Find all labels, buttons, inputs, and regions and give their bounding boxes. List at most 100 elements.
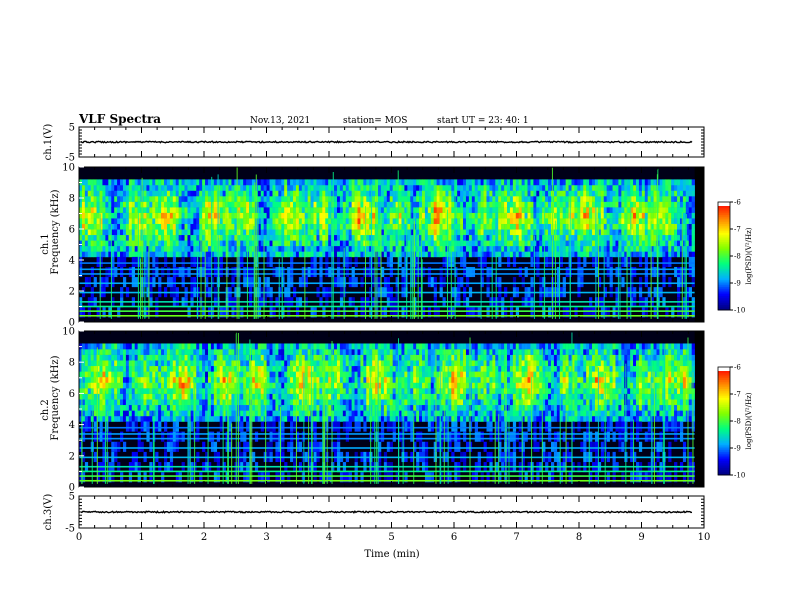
ch1-spectrogram-cell: [122, 218, 127, 224]
ch1-spectrogram-cell: [536, 179, 540, 186]
ch1-spectrogram-cell: [336, 190, 341, 197]
ch1-spectrogram-cell: [275, 190, 279, 197]
ch1-spectrogram-cell: [196, 218, 200, 224]
ch1-spectrogram-cell: [380, 190, 385, 197]
ch1-spectrogram-cell: [615, 245, 619, 252]
ch1-spectrogram-cell: [463, 184, 467, 191]
ch1-spectrogram-cell: [111, 245, 115, 252]
ch1-spectrogram-cell: [638, 256, 643, 267]
ch1-spectrogram-cell: [483, 256, 487, 267]
ch1-spectrogram-cell: [287, 307, 291, 318]
ch1-spectrogram-cell: [565, 207, 569, 213]
ch1-spectrogram-cell: [465, 240, 470, 247]
ch2-spectrogram-cell: [254, 388, 259, 394]
ch1-spectrogram-cell: [295, 234, 300, 241]
ch1-spectrogram-cell: [477, 307, 481, 318]
ch1-spectrogram-cell: [152, 229, 156, 236]
ch2-spectrogram-cell: [131, 354, 135, 361]
ch1-spectrogram-cell: [213, 256, 218, 267]
ch1-spectrogram-cell: [240, 256, 244, 267]
ch1-spectrogram-cell: [650, 218, 654, 224]
ch1-spectrogram-cell: [295, 212, 300, 219]
ch1-spectrogram-cell: [231, 184, 235, 191]
ch1-spectrogram-cell: [679, 218, 684, 224]
ch1-spectrogram-cell: [618, 212, 622, 219]
ch1-spectrogram-cell: [345, 207, 349, 213]
ch1-spectrogram-cell: [647, 184, 651, 191]
ch1-spectrogram-cell: [515, 240, 520, 247]
ch1-spectrogram-cell: [539, 234, 543, 241]
ch2-spectrogram-cell: [213, 404, 218, 411]
ch1-spectrogram-cell: [635, 245, 640, 252]
ch1-spectrogram-cell: [166, 218, 171, 224]
ch1-spectrogram-cell: [463, 234, 467, 241]
ch1-spectrogram-cell: [117, 307, 121, 318]
ch1-spectrogram-cell: [580, 251, 584, 258]
ch1-spectrogram-cell: [392, 212, 396, 219]
ch1-spectrogram-cell: [366, 207, 370, 213]
ch1-spectrogram-cell: [530, 307, 534, 318]
ch1-spectrogram-cell: [383, 207, 388, 213]
ch1-spectrogram-cell: [389, 190, 393, 197]
ch1-spectrogram-cell: [249, 234, 253, 241]
ch2-spectrogram-cell: [219, 349, 223, 355]
ch1-spectrogram-cell: [90, 251, 94, 258]
ch2-spectrogram-cell: [257, 415, 262, 422]
ch2-spectrogram-cell: [205, 343, 209, 350]
ch1-spectrogram-cell: [272, 245, 276, 252]
ch1-spectrogram-cell: [530, 196, 534, 202]
ch1-spectrogram-cell: [445, 184, 449, 191]
ch1-spectrogram-cell: [304, 223, 308, 230]
ch2-spectrogram-cell: [266, 415, 270, 422]
ch1-spectrogram-cell: [169, 245, 174, 252]
ch2-spectrogram-cell: [79, 388, 83, 394]
ch2-spectrogram-cell: [131, 415, 135, 422]
ch1-spectrogram-cell: [117, 184, 121, 191]
ch1-spectrogram-cell: [389, 307, 393, 318]
ch1-spectrogram-cell: [483, 240, 487, 247]
ch1-spectrogram-cell: [93, 277, 97, 288]
ch1-spectrogram-cell: [518, 223, 522, 230]
ch1-spectrogram-cell: [316, 223, 320, 230]
ch2-spectrogram-cell: [122, 441, 127, 452]
ch1-spectrogram-cell: [158, 251, 162, 258]
ch2-spectrogram-cell: [225, 343, 229, 350]
ch1-spectrogram-cell: [565, 251, 569, 258]
ch1-spectrogram-cell: [131, 266, 135, 278]
ch2-spectrogram-cell: [175, 371, 179, 378]
ch2-spectrogram-cell: [257, 472, 262, 483]
ch1-spectrogram-cell: [592, 234, 596, 241]
ch2-spectrogram-cell: [93, 393, 97, 400]
ch1-spectrogram-cell: [404, 234, 408, 241]
ch1-spectrogram-cell: [548, 234, 552, 241]
ch2-spectrogram-cell: [111, 404, 115, 411]
ch1-spectrogram-cell: [90, 207, 94, 213]
ch1-spectrogram-cell: [161, 190, 165, 197]
ch1-spectrogram-cell: [260, 179, 264, 186]
ch2-spectrogram-cell: [231, 343, 235, 350]
ch2-spectrogram-cell: [254, 343, 259, 350]
ch1-spectrogram-cell: [93, 251, 97, 258]
ch1-spectrogram-cell: [419, 179, 423, 186]
ch1-spectrogram-cell: [225, 179, 229, 186]
ch2-spectrogram-cell: [257, 393, 262, 400]
ch1-spectrogram-cell: [533, 212, 537, 219]
ch2-spectrogram-cell: [251, 365, 256, 372]
ch1-spectrogram-cell: [152, 207, 156, 213]
ch1-spectrogram-cell: [222, 212, 226, 219]
ch1-spectrogram-cell: [146, 277, 150, 288]
ch2-spectrogram-cell: [81, 349, 86, 355]
ch1-spectrogram-cell: [580, 207, 584, 213]
ch1-spectrogram-cell: [357, 223, 361, 230]
ch1-spectrogram-cell: [354, 207, 358, 213]
ch2-spectrogram-cell: [228, 431, 232, 442]
ch1-spectrogram-cell: [243, 179, 247, 186]
ch1-spectrogram-cell: [562, 234, 566, 241]
ch2-spectrogram-cell: [202, 376, 206, 383]
ch1-spectrogram-cell: [102, 207, 106, 213]
ch2-spectrogram-cell: [184, 360, 188, 367]
ch1-spectrogram-cell: [207, 229, 212, 236]
ch1-spectrogram-cell: [507, 179, 511, 186]
ch1-spectrogram-cell: [336, 223, 341, 230]
ch1-spectrogram-cell: [592, 212, 596, 219]
